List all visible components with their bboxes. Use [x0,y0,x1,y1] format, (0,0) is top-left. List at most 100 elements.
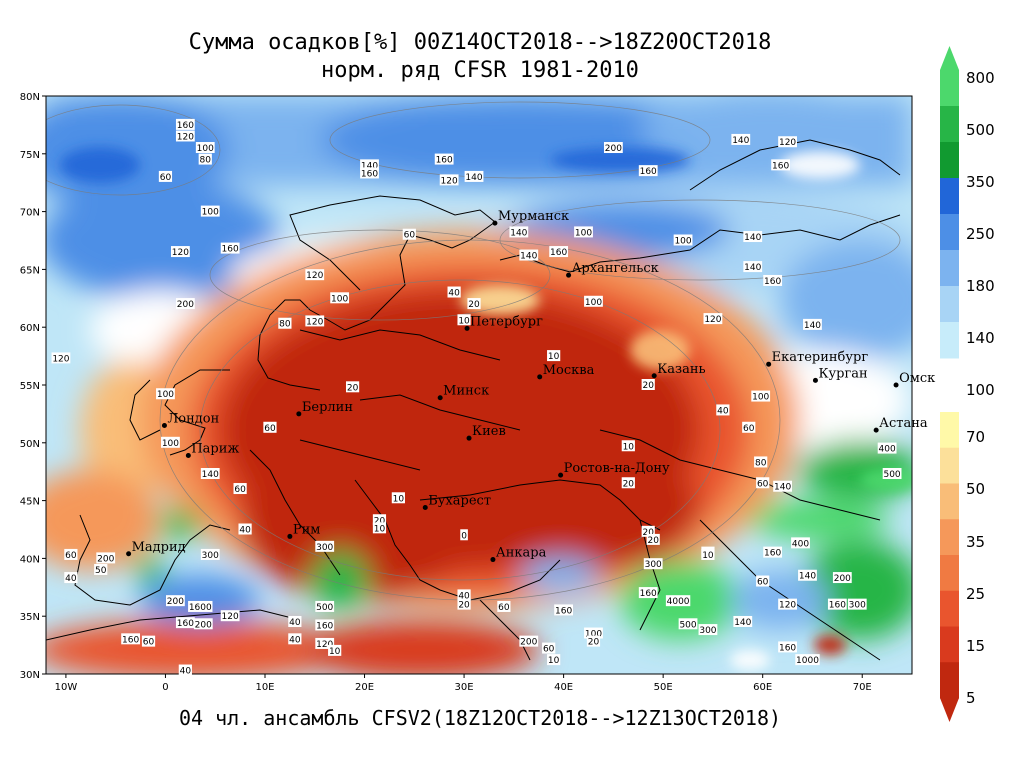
contour-label-bg [141,635,156,647]
contour-label-bg [64,548,78,560]
contour-label: 40 [180,667,192,677]
contour-label-bg [372,522,387,534]
contour-label: 100 [157,390,174,400]
contour-label-bg [233,483,247,495]
contour-label-bg [795,654,820,666]
colorbar-swatch [940,106,959,143]
contour-label-bg [733,615,753,627]
contour-label: 160 [177,619,194,629]
contour-label: 40 [65,574,77,584]
contour-label: 60 [543,645,555,655]
colorbar-swatch [940,142,959,179]
contour-label: 10 [548,352,560,362]
colorbar: 800 500 350 250 180 140 100 70 50 35 25 15 5 [940,46,995,722]
colorbar-label: 180 [966,277,995,295]
city-dot [437,395,443,401]
contour-label-bg [315,540,335,552]
contour-label-bg [156,388,175,400]
contour-label: 60 [404,231,416,241]
contour-label-bg [763,546,783,558]
colorbar-top-arrow [940,46,959,70]
contour-label: 80 [200,156,212,166]
contour-label: 120 [177,132,194,142]
contour-label: 100 [197,144,214,154]
contour-label-bg [345,381,360,393]
contour-label-bg [509,226,529,238]
contour-label-bg [188,600,213,612]
city-dot [873,427,879,433]
contour-label-bg [847,598,867,610]
contour-label: 10 [329,647,341,657]
contour-label: 40 [458,591,470,601]
contour-label: 20 [588,638,600,648]
colorbar-label: 15 [966,637,985,655]
contour-label-bg [798,569,817,581]
contour-label: 300 [645,560,662,570]
contour-label-bg [166,595,185,607]
contour-label-bg [288,615,302,627]
contour-label-bg [877,442,897,454]
lon-tick-label: 0 [162,682,168,693]
contour-label: 500 [679,620,696,630]
contour-label-bg [763,274,783,286]
contour-label-bg [94,563,108,575]
colorbar-label: 250 [966,225,995,243]
contour-label-bg [665,595,691,607]
contour-label-bg [584,295,603,307]
contour-label: 100 [202,208,219,218]
city-dot [126,551,132,557]
contour-label: 140 [734,618,751,628]
contour-label: 160 [829,601,846,611]
colorbar-label: 50 [966,480,985,498]
contour-label-bg [497,600,511,612]
contour-label-bg [328,644,342,656]
contour-label-bg [673,234,693,246]
contour-label: 300 [316,543,333,553]
city-dot [893,382,899,388]
lon-tick-label: 10E [255,682,274,693]
contour-label: 10 [702,551,714,561]
contour-label: 160 [122,635,139,645]
contour-label: 40 [239,526,251,536]
contour-label: 200 [520,638,537,648]
contour-label-bg [778,136,797,148]
contour-label-bg [175,298,195,310]
colorbar-swatch [940,447,959,484]
city-label: Казань [657,362,705,377]
contour-label-bg [305,315,325,327]
contour-label-bg [519,635,539,647]
contour-label: 10 [458,316,470,326]
city-dot [185,453,191,459]
city-label: Мадрид [132,540,186,555]
contour-label-bg [742,421,756,433]
contour-label: 140 [774,483,791,493]
contour-label-bg [178,664,192,676]
city-markers: Мурманск Архангельск Петербург Екатеринбург… [126,209,935,563]
contour-label: 160 [764,277,781,287]
contour-label-bg [175,130,195,142]
contour-label-bg [638,165,658,177]
colorbar-swatch [940,662,959,699]
contour-label-bg [621,440,635,452]
contour-label: 120 [172,248,189,258]
contour-label-bg [519,249,539,261]
contour-label-bg [641,379,655,390]
contour-label: 60 [264,424,276,434]
lon-axis: 10W 0 10E 20E 30E 40E 50E 60E 70E [55,674,872,693]
lat-tick-label: 80N [20,92,40,103]
contour-label-bg [402,228,416,240]
contour-label: 140 [465,173,482,183]
colorbar-swatch [940,626,959,663]
lat-tick-label: 55N [20,381,40,392]
contour-label: 300 [849,601,866,611]
contour-label: 100 [674,237,691,247]
colorbar-swatch [940,322,959,359]
contour-label-bg [220,242,240,254]
contour-label: 100 [752,393,769,403]
map-title-line2: норм. ряд CFSR 1981-2010 [321,58,639,83]
contour-label-bg [360,167,379,179]
contour-label: 100 [162,439,179,449]
contour-label-bg [288,633,302,645]
city-dot [490,557,496,563]
contour-label: 200 [97,554,114,564]
